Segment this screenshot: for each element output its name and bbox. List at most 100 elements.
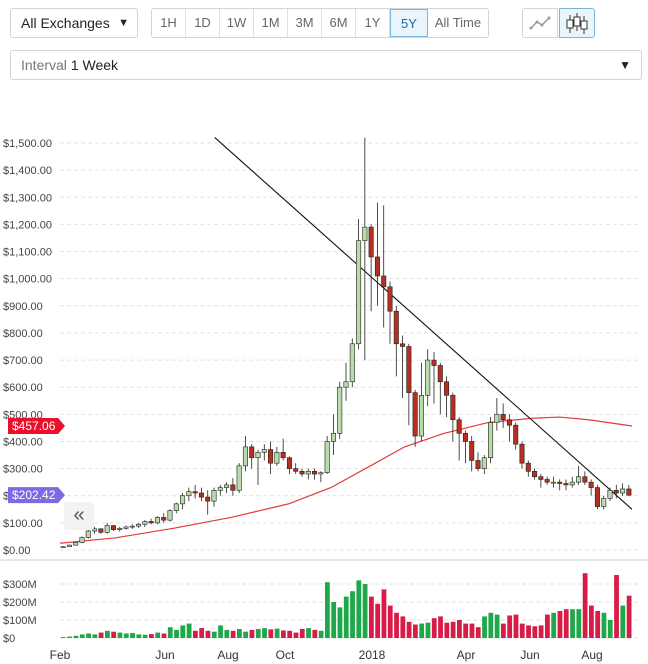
price-badges: $457.06 $202.42 [8,417,65,504]
candle-body [362,226,368,241]
range-1w-button[interactable]: 1W [220,9,254,37]
range-1y-button[interactable]: 1Y [356,9,390,37]
ma-path [59,416,633,544]
range-1h-button[interactable]: 1H [152,9,186,37]
candle-body [349,343,355,383]
candle-body [73,542,79,546]
candle-body [60,546,66,549]
price-tick-label: $1,500.00 [3,138,52,150]
price-tick-label: $300.00 [3,464,43,476]
candle-body [192,491,198,494]
double-chevron-left-icon: « [73,504,85,526]
candle-body [324,441,330,473]
candle-body [261,449,267,453]
price-tick-label: $600.00 [3,382,43,394]
volume-bar [306,628,311,638]
range-3m-button[interactable]: 3M [288,9,322,37]
candle-body [431,359,437,366]
volume-bar [350,591,355,638]
volume-bar [268,629,274,638]
volume-bar [155,632,161,638]
candlestick-button[interactable] [559,8,595,38]
candle-body [198,492,204,498]
interval-select[interactable]: Interval 1 Week ▼ [10,50,642,80]
range-1d-button[interactable]: 1D [186,9,220,37]
candle-body [550,481,556,484]
candle-body [224,484,230,488]
volume-bar [362,584,368,638]
candle-body [425,359,431,396]
candle-body [255,452,261,459]
volume-bar [262,628,267,638]
volume-bar [199,628,205,638]
range-5y-button[interactable]: 5Y [390,9,428,37]
line-chart-button[interactable] [522,8,558,38]
volume-bar [607,620,613,638]
scroll-left-button[interactable]: « [64,502,94,530]
date-tick-label: Aug [217,648,238,662]
volume-bar [444,622,450,638]
candle-body [161,517,167,521]
volume-bar [538,625,544,638]
candle-body [494,414,500,423]
exchange-select[interactable]: All Exchanges ▼ [10,8,138,38]
candle-body [513,424,519,445]
candle-body [418,395,424,437]
volume-bar [98,632,104,638]
date-axis: Feb Jun Aug Oct 2018 Apr Jun Aug [50,648,603,662]
volume-bar [626,595,632,638]
candle-body [85,530,91,538]
volume-bar [425,622,431,638]
volume-bar [79,634,85,638]
volume-bar [161,633,167,638]
volume-bar [130,632,135,638]
candle-body [343,381,349,388]
exchange-select-value: All Exchanges [21,15,110,31]
candle-body [242,446,248,467]
candle-body [205,496,211,502]
date-tick-label: Jun [155,648,174,662]
volume-bar [186,623,192,638]
trend-path [214,137,633,510]
candle-body [613,490,619,494]
moving-average-line [59,416,633,544]
candle-body [444,381,450,396]
candle-body [462,433,468,442]
volume-bar [123,633,129,638]
volume-bar [205,630,211,638]
candle-body [148,521,154,524]
volume-bar [513,614,519,638]
candle-body [142,521,148,525]
volume-bar [400,616,406,638]
volume-bar [488,612,494,638]
volume-bar [601,612,607,638]
volume-bar [431,618,437,638]
volume-bar [494,614,500,638]
volume-bar [230,630,236,638]
range-6m-button[interactable]: 6M [322,9,356,37]
candle-body [450,395,456,421]
candle-body [557,481,563,484]
volume-bar [394,612,399,638]
volume-bar [450,621,456,638]
price-tick-label: $700.00 [3,355,43,367]
range-1m-button[interactable]: 1M [254,9,288,37]
volume-bar [519,623,525,638]
candle-body [607,490,613,499]
price-tick-label: $1,300.00 [3,192,52,204]
candle-body [280,452,286,459]
candle-body [475,460,481,469]
volume-bar [343,596,349,638]
volume-bar [406,621,412,638]
volume-bar [331,602,337,638]
candle-body [582,476,588,483]
candle-body [117,527,123,530]
volume-bar [61,637,66,638]
volume-bar [469,623,475,638]
volume-bar [387,605,393,638]
volume-bar [224,629,230,638]
range-all-time-button[interactable]: All Time [434,15,482,30]
candle-body [381,275,387,288]
last-price-badge: $202.42 [12,488,56,502]
